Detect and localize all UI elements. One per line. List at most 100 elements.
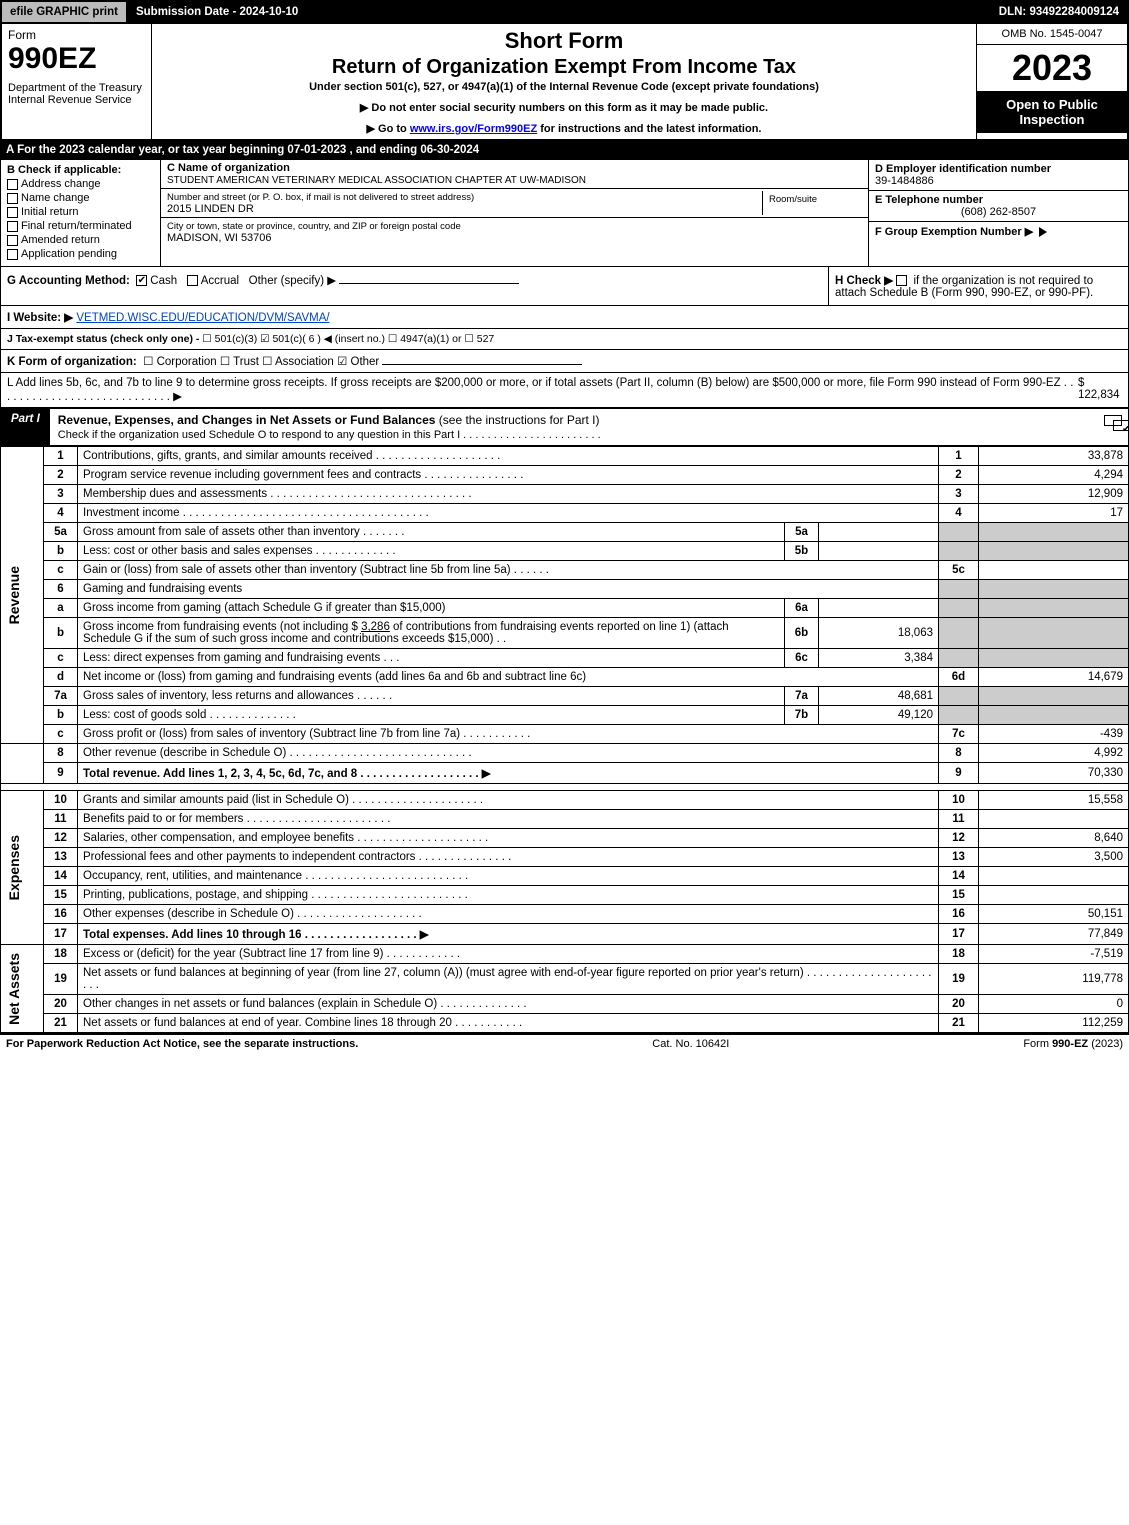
g-other-blank[interactable] [339,283,519,284]
row-11: 11Benefits paid to or for members . . . … [1,810,1129,829]
f-hd: F Group Exemption Number ▶ [875,226,1033,238]
section-def: D Employer identification number39-14848… [868,160,1128,266]
row-5c: cGain or (loss) from sale of assets othe… [1,561,1129,580]
k-other-blank[interactable] [382,364,582,365]
row-4: 4Investment income . . . . . . . . . . .… [1,504,1129,523]
j-opts: ☐ 501(c)(3) ☑ 501(c)( 6 ) ◀ (insert no.)… [202,333,494,345]
part-i-title: Revenue, Expenses, and Changes in Net As… [50,409,1098,445]
note2-post: for instructions and the latest informat… [537,123,761,135]
efile-label[interactable]: efile GRAPHIC print [2,2,128,22]
vcat-expenses: Expenses [6,835,22,900]
part-i-table: Revenue 1Contributions, gifts, grants, a… [0,446,1129,1033]
top-bar: efile GRAPHIC print Submission Date - 20… [0,0,1129,24]
paperwork-notice: For Paperwork Reduction Act Notice, see … [6,1038,358,1050]
row-14: 14Occupancy, rent, utilities, and mainte… [1,867,1129,886]
row-6: 6Gaming and fundraising events [1,580,1129,599]
phone: (608) 262-8507 [875,206,1122,218]
short-form-title: Short Form [158,28,970,54]
block-bcdef: B Check if applicable: Address change Na… [0,159,1129,267]
row-5a: 5aGross amount from sale of assets other… [1,523,1129,542]
tax-year: 2023 [977,45,1127,91]
e-hd: E Telephone number [875,194,983,206]
section-b: B Check if applicable: Address change Na… [1,160,161,266]
row-5b: bLess: cost or other basis and sales exp… [1,542,1129,561]
submission-date: Submission Date - 2024-10-10 [128,2,308,22]
part-i-check-line: Check if the organization used Schedule … [58,429,601,441]
row-6b: bGross income from fundraising events (n… [1,618,1129,649]
row-10: Expenses 10Grants and similar amounts pa… [1,791,1129,810]
irs-link[interactable]: www.irs.gov/Form990EZ [410,123,537,135]
inspection-label: Open to Public Inspection [977,91,1127,133]
b-opt-address[interactable]: Address change [7,178,154,190]
row-8: 8Other revenue (describe in Schedule O) … [1,744,1129,763]
note-goto: ▶ Go to www.irs.gov/Form990EZ for instru… [158,122,970,135]
website-link[interactable]: VETMED.WISC.EDU/EDUCATION/DVM/SAVMA/ [76,312,329,324]
row-6d: dNet income or (loss) from gaming and fu… [1,668,1129,687]
section-g: G Accounting Method: Cash Accrual Other … [1,267,828,305]
row-18: Net Assets 18Excess or (deficit) for the… [1,945,1129,964]
c-addr-block: Number and street (or P. O. box, if mail… [161,189,868,218]
page-footer: For Paperwork Reduction Act Notice, see … [0,1033,1129,1053]
omb-number: OMB No. 1545-0047 [977,24,1127,45]
vcat-netassets: Net Assets [6,953,22,1025]
city-hd: City or town, state or province, country… [167,221,461,232]
header-left: Form 990EZ Department of the Treasury In… [2,24,152,139]
b-opt-name[interactable]: Name change [7,192,154,204]
row-1: Revenue 1Contributions, gifts, grants, a… [1,447,1129,466]
vcat-revenue: Revenue [6,566,22,624]
return-title: Return of Organization Exempt From Incom… [158,56,970,79]
row-l: L Add lines 5b, 6c, and 7b to line 9 to … [0,373,1129,408]
g-label: G Accounting Method: [7,275,130,287]
j-label: J Tax-exempt status (check only one) - [7,333,199,345]
b-heading: B Check if applicable: [7,164,154,176]
part-i-schedule-o-check[interactable] [1113,420,1129,431]
h-check[interactable] [896,275,907,286]
row-7b: bLess: cost of goods sold . . . . . . . … [1,706,1129,725]
org-name: STUDENT AMERICAN VETERINARY MEDICAL ASSO… [167,175,586,186]
i-label: I Website: ▶ [7,312,73,324]
k-label: K Form of organization: [7,356,137,368]
org-address: 2015 LINDEN DR [167,203,254,215]
d-hd: D Employer identification number [875,163,1051,175]
row-19: 19Net assets or fund balances at beginni… [1,964,1129,995]
b-opt-initial[interactable]: Initial return [7,206,154,218]
room-hd: Room/suite [769,194,817,205]
dln: DLN: 93492284009124 [991,2,1127,22]
part-i-header: Part I Revenue, Expenses, and Changes in… [0,408,1129,446]
b-opt-pending[interactable]: Application pending [7,248,154,260]
row-20: 20Other changes in net assets or fund ba… [1,995,1129,1014]
triangle-icon [1039,227,1047,237]
catalog-number: Cat. No. 10642I [652,1038,729,1050]
row-3: 3Membership dues and assessments . . . .… [1,485,1129,504]
b-opt-final[interactable]: Final return/terminated [7,220,154,232]
department: Department of the Treasury Internal Reve… [8,82,145,106]
row-6a: aGross income from gaming (attach Schedu… [1,599,1129,618]
ein: 39-1484886 [875,175,934,187]
b-opt-amended[interactable]: Amended return [7,234,154,246]
row-13: 13Professional fees and other payments t… [1,848,1129,867]
row-16: 16Other expenses (describe in Schedule O… [1,905,1129,924]
section-c: C Name of organization STUDENT AMERICAN … [161,160,868,266]
form-header: Form 990EZ Department of the Treasury In… [0,24,1129,141]
row-k: K Form of organization: ☐ Corporation ☐ … [0,350,1129,373]
note-ssn: ▶ Do not enter social security numbers o… [158,101,970,114]
c-city-block: City or town, state or province, country… [161,218,868,246]
row-2: 2Program service revenue including gover… [1,466,1129,485]
header-center: Short Form Return of Organization Exempt… [152,24,977,139]
row-i: I Website: ▶ VETMED.WISC.EDU/EDUCATION/D… [0,306,1129,329]
form-number: 990EZ [8,42,145,76]
l-amount: $ 122,834 [1078,377,1122,403]
g-cash-check[interactable] [136,275,147,286]
g-accrual-check[interactable] [187,275,198,286]
row-15: 15Printing, publications, postage, and s… [1,886,1129,905]
k-opts: ☐ Corporation ☐ Trust ☐ Association ☑ Ot… [143,356,379,368]
c-name-block: C Name of organization STUDENT AMERICAN … [161,160,868,189]
addr-hd: Number and street (or P. O. box, if mail… [167,192,474,203]
row-a-period: A For the 2023 calendar year, or tax yea… [0,141,1129,159]
row-gh: G Accounting Method: Cash Accrual Other … [0,267,1129,306]
row-7a: 7aGross sales of inventory, less returns… [1,687,1129,706]
row-9: 9Total revenue. Add lines 1, 2, 3, 4, 5c… [1,763,1129,784]
org-city: MADISON, WI 53706 [167,232,272,244]
topbar-filler [308,2,990,22]
row-12: 12Salaries, other compensation, and empl… [1,829,1129,848]
